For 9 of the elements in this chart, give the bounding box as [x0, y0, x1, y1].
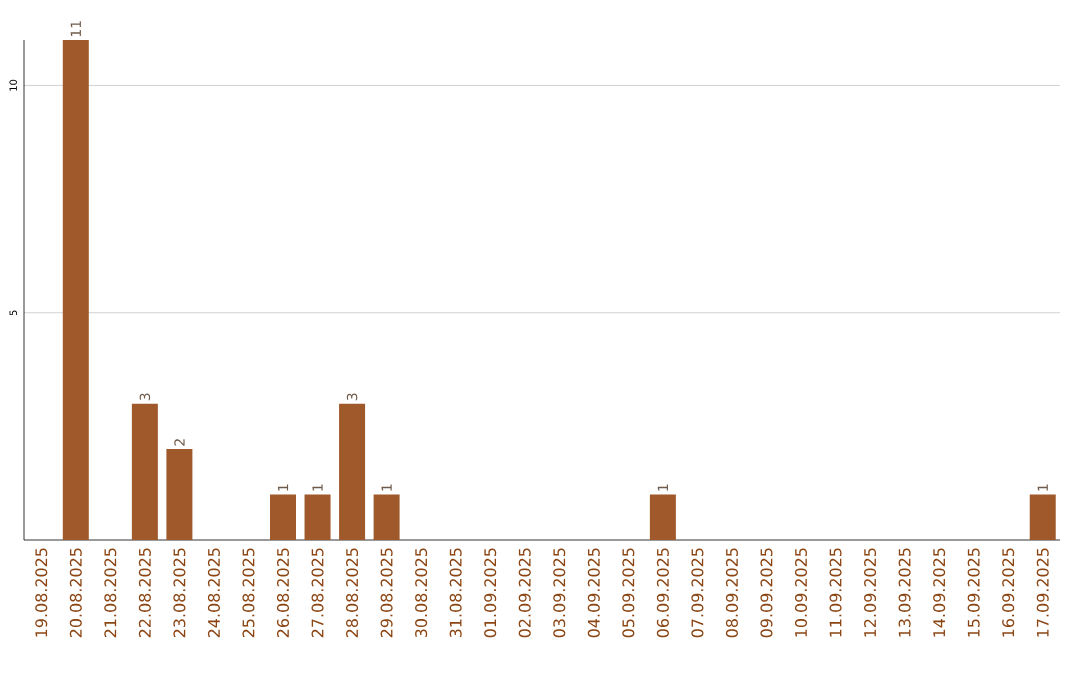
- bar: [649, 494, 676, 540]
- bar: [339, 403, 366, 540]
- bar: [270, 494, 296, 540]
- bar: [131, 403, 158, 540]
- bar: [166, 449, 193, 540]
- bar: [1029, 494, 1056, 540]
- bar: [373, 494, 400, 540]
- bar: [304, 494, 331, 540]
- bar: [62, 39, 89, 540]
